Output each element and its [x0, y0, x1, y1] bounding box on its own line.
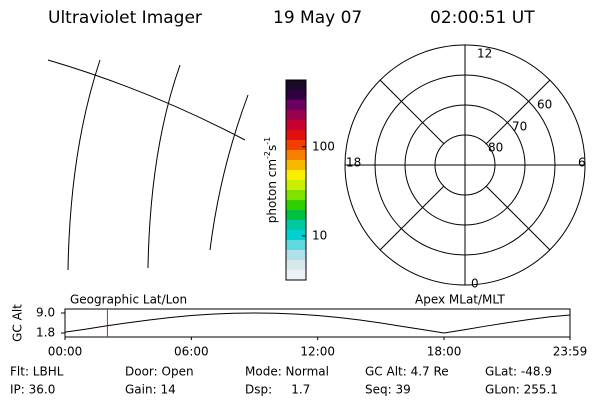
- polar-spoke: [485, 79, 551, 145]
- status-field: Dsp: 1.7: [245, 383, 310, 397]
- polar-label: 18: [346, 156, 361, 170]
- y-tick-label: 1.8: [36, 326, 55, 340]
- polar-label: 6: [578, 156, 586, 170]
- status-field: GLon: 255.1: [485, 383, 558, 397]
- plot-subtitle: Apex MLat/MLT: [415, 293, 505, 307]
- polar-label: 0: [471, 277, 479, 291]
- status-field: Flt: LBHL: [10, 365, 64, 379]
- colorbar-label-part: -1: [263, 137, 272, 145]
- status-field: GLat: -48.9: [485, 365, 552, 379]
- map-line: [209, 94, 249, 251]
- colorbar-cell: [286, 160, 306, 171]
- colorbar-cell: [286, 180, 306, 191]
- plot-title: Geographic Lat/Lon: [70, 293, 187, 307]
- colorbar-label-part: s: [265, 145, 279, 151]
- map-line: [147, 64, 181, 269]
- x-tick-label: 23:59: [553, 345, 588, 359]
- polar-spoke: [379, 185, 445, 251]
- colorbar-tick-label: 10: [312, 228, 327, 242]
- colorbar-cell: [286, 90, 306, 101]
- date: 19 May 07: [273, 8, 362, 28]
- status-field: GC Alt: 4.7 Re: [365, 365, 449, 379]
- colorbar-cell: [286, 240, 306, 251]
- colorbar-cell: [286, 260, 306, 271]
- y-axis-label: GC Alt: [11, 304, 25, 342]
- colorbar-cell: [286, 110, 306, 121]
- colorbar-label: photon cm-2s-1: [263, 137, 279, 224]
- status-field: Mode: Normal: [245, 365, 329, 379]
- time: 02:00:51 UT: [430, 8, 535, 28]
- x-tick-label: 12:00: [300, 345, 335, 359]
- colorbar-tick-label: 100: [312, 139, 335, 153]
- colorbar-cell: [286, 170, 306, 181]
- x-tick-label: 18:00: [427, 345, 462, 359]
- polar-spoke: [379, 79, 445, 145]
- ring-label: 80: [488, 141, 503, 155]
- x-tick-label: 06:00: [174, 345, 209, 359]
- y-tick-label: 9.0: [36, 306, 55, 320]
- colorbar-frame: [285, 79, 307, 281]
- polar-label: 12: [477, 47, 492, 61]
- colorbar-cell: [286, 250, 306, 261]
- colorbar-cell: [286, 230, 306, 241]
- colorbar-cell: [286, 190, 306, 201]
- colorbar-cell: [286, 80, 306, 91]
- colorbar-cell: [286, 140, 306, 151]
- colorbar-cell: [286, 200, 306, 211]
- colorbar-cell: [286, 120, 306, 131]
- map-line: [67, 59, 101, 271]
- map-grid: [47, 59, 249, 271]
- polar-spoke: [485, 185, 551, 251]
- colorbar-cell: [286, 210, 306, 221]
- plot-frame: [64, 308, 571, 338]
- altitude-line: [64, 312, 571, 334]
- status-field: IP: 36.0: [10, 383, 55, 397]
- title: Ultraviolet Imager: [48, 8, 202, 28]
- colorbar-cell: [286, 220, 306, 231]
- map-line: [47, 59, 246, 141]
- colorbar-cell: [286, 270, 306, 281]
- ring-label: 60: [537, 98, 552, 112]
- x-tick-label: 00:00: [48, 345, 83, 359]
- ring-label: 70: [512, 120, 527, 134]
- colorbar-cell: [286, 150, 306, 161]
- status-field: Seq: 39: [365, 383, 411, 397]
- colorbar-cell: [286, 100, 306, 111]
- status-field: Gain: 14: [125, 383, 176, 397]
- status-field: Door: Open: [125, 365, 194, 379]
- colorbar-label-part: -2: [263, 151, 272, 159]
- colorbar-cell: [286, 130, 306, 141]
- colorbar-label-part: photon cm: [265, 159, 279, 223]
